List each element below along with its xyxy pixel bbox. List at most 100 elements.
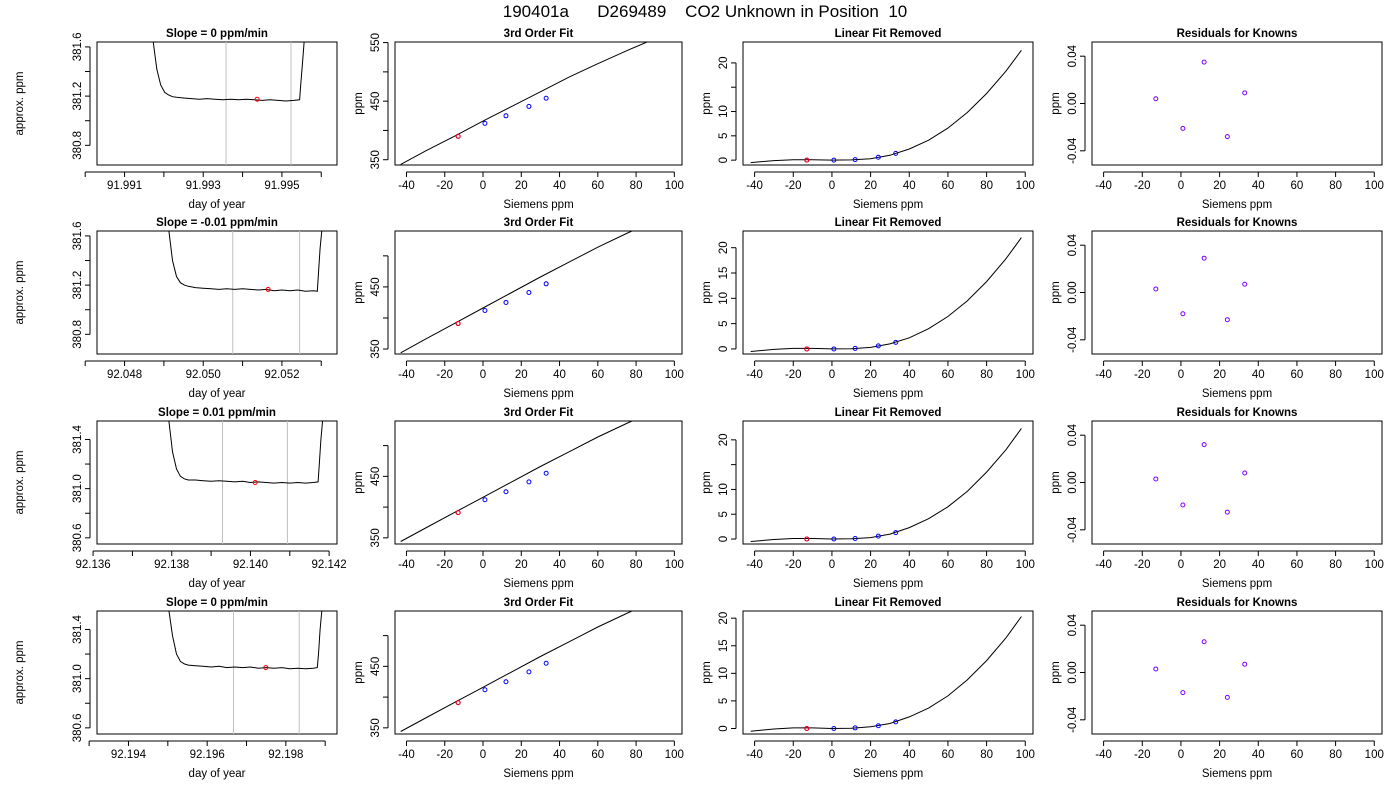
panel-title: 3rd Order Fit [504, 217, 574, 229]
plot-frame [96, 420, 338, 545]
sample-point [455, 133, 461, 139]
x-tick-label: 0 [480, 749, 486, 761]
standard-point [503, 113, 509, 119]
panel-title: Residuals for Knowns [1177, 597, 1298, 609]
x-tick-label: 100 [1365, 369, 1384, 381]
plot-area [168, 421, 324, 544]
residual-point [1242, 661, 1248, 667]
y-tick-label: 0.00 [1067, 661, 1079, 683]
plot-area [400, 611, 634, 732]
x-axis-label: Siemens ppm [503, 578, 573, 590]
y-tick-label: 0.00 [1067, 471, 1079, 493]
residual-point [1153, 286, 1159, 292]
x-tick-label: 80 [630, 749, 643, 761]
sample-marker [254, 96, 260, 102]
x-tick-label: 40 [1252, 180, 1265, 192]
y-axis-label: ppm [701, 661, 713, 683]
x-axis-label: Siemens ppm [853, 578, 923, 590]
plot-area [1153, 255, 1248, 323]
plot-frame [394, 610, 683, 735]
standard-point [875, 533, 881, 539]
standard-point [831, 536, 837, 542]
x-tick-label: 100 [1365, 749, 1384, 761]
residual-point [1242, 281, 1248, 287]
y-tick-label: 450 [370, 277, 382, 296]
x-tick-label: 20 [515, 369, 528, 381]
x-axis-label: Siemens ppm [1202, 388, 1272, 400]
x-tick-label: 100 [665, 369, 684, 381]
sample-marker [263, 665, 269, 671]
x-tick-label: -40 [398, 369, 415, 381]
panel-r4c4: Residuals for Knowns -40 -20 0 20 40 60 80 100 -0… [1050, 597, 1384, 780]
y-tick-label: 5 [718, 133, 730, 139]
standard-point [526, 669, 532, 675]
y-axis-label: ppm [1050, 661, 1062, 683]
x-tick-label: 60 [1291, 749, 1304, 761]
residual-point [1224, 694, 1230, 700]
concentration-trace [152, 42, 305, 102]
plot-frame [1091, 610, 1383, 735]
panel-r2c1: Slope = -0.01 ppm/min 92.048 92.050 92.052 3… [14, 217, 338, 400]
plot-frame [742, 610, 1034, 735]
x-tick-label: 60 [942, 749, 955, 761]
panel-r4c2: 3rd Order Fit -40 -20 0 20 40 60 80 100 350 450 Sie… [353, 597, 684, 780]
y-tick-label: 381.0 [72, 474, 84, 503]
standard-point [543, 660, 549, 666]
y-axis-label: ppm [353, 471, 365, 493]
x-tick-label: 40 [553, 180, 566, 192]
y-tick-label: 381.2 [72, 82, 84, 111]
y-axis-label: ppm [701, 92, 713, 114]
y-tick-label: 15 [718, 639, 730, 652]
panel-title: Slope = -0.01 ppm/min [156, 217, 278, 229]
y-tick-label: 380.6 [72, 523, 84, 552]
x-tick-label: 0 [829, 369, 835, 381]
x-tick-label: 60 [591, 559, 604, 571]
x-tick-label: -20 [785, 559, 802, 571]
x-tick-label: 20 [515, 749, 528, 761]
panel-title: 3rd Order Fit [504, 28, 574, 40]
y-tick-label: -0.04 [1067, 137, 1079, 164]
sample-marker [252, 480, 258, 485]
y-tick-label: 350 [370, 528, 382, 547]
y-tick-label: 381.2 [72, 271, 84, 300]
y-tick-label: 0.00 [1067, 92, 1079, 114]
plot-frame [394, 41, 683, 166]
panel-r2c4: Residuals for Knowns -40 -20 0 20 40 60 80 100 -0… [1050, 217, 1384, 400]
panel-title: Slope = 0 ppm/min [166, 597, 268, 609]
y-axis-label: ppm [353, 281, 365, 303]
x-tick-label: 100 [665, 749, 684, 761]
standard-point [526, 479, 532, 485]
y-tick-label: 350 [370, 718, 382, 737]
standard-point [893, 339, 899, 345]
x-tick-label: 92.048 [107, 369, 142, 381]
standard-point [526, 290, 532, 295]
panel-title: Linear Fit Removed [835, 597, 942, 609]
x-tick-label: -40 [398, 749, 415, 761]
fit-curve [750, 616, 1022, 732]
sample-marker [265, 286, 271, 292]
plot-area [750, 50, 1022, 164]
standard-point [875, 723, 881, 729]
x-tick-label: 0 [480, 180, 486, 192]
panel-r1c4: Residuals for Knowns -40 -20 0 20 40 60 80 100 -0… [1050, 28, 1384, 211]
standard-point [543, 281, 549, 287]
figure-title: 190401a D269489 CO2 Unknown in Position … [503, 2, 907, 21]
x-tick-label: -20 [785, 749, 802, 761]
plot-area [1153, 442, 1248, 515]
standard-point [543, 95, 549, 101]
standard-point [852, 725, 858, 731]
standard-point [875, 343, 881, 349]
x-tick-label: 40 [1252, 749, 1265, 761]
x-axis-label: Siemens ppm [1202, 199, 1272, 211]
x-tick-label: 20 [1213, 559, 1226, 571]
y-tick-label: 10 [718, 105, 730, 118]
y-tick-label: 0.04 [1067, 233, 1079, 256]
y-tick-label: 20 [718, 241, 730, 254]
x-tick-label: 0 [829, 180, 835, 192]
standard-point [503, 489, 509, 495]
plot-area [168, 231, 323, 354]
panel-r3c2: 3rd Order Fit -40 -20 0 20 40 60 80 100 350 450 Sie… [353, 407, 684, 590]
x-axis-label: Siemens ppm [1202, 768, 1272, 780]
y-tick-label: 15 [718, 267, 730, 280]
